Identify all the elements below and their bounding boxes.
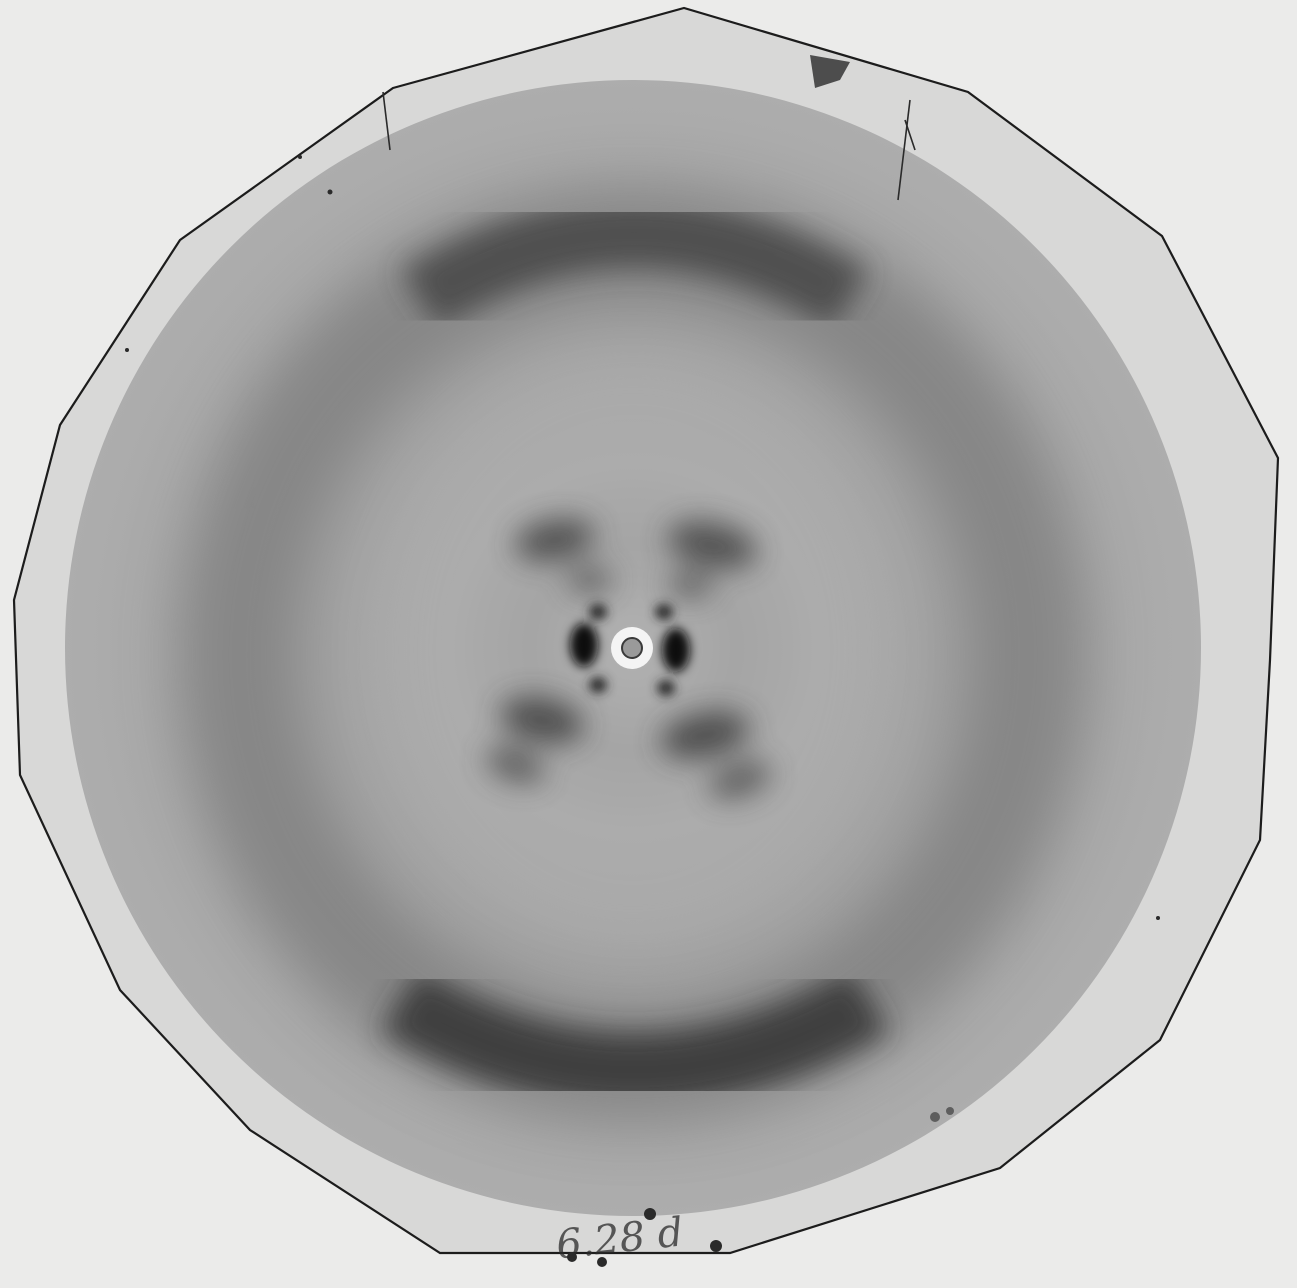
plate-blemishes: [125, 55, 1160, 1267]
beam-center-dot: [621, 637, 643, 659]
top-arc: [401, 197, 869, 330]
bottom-arc: [380, 967, 890, 1108]
central-spots: [570, 604, 690, 696]
cross-pattern: [486, 519, 771, 799]
plate-scratches: [382, 91, 916, 201]
